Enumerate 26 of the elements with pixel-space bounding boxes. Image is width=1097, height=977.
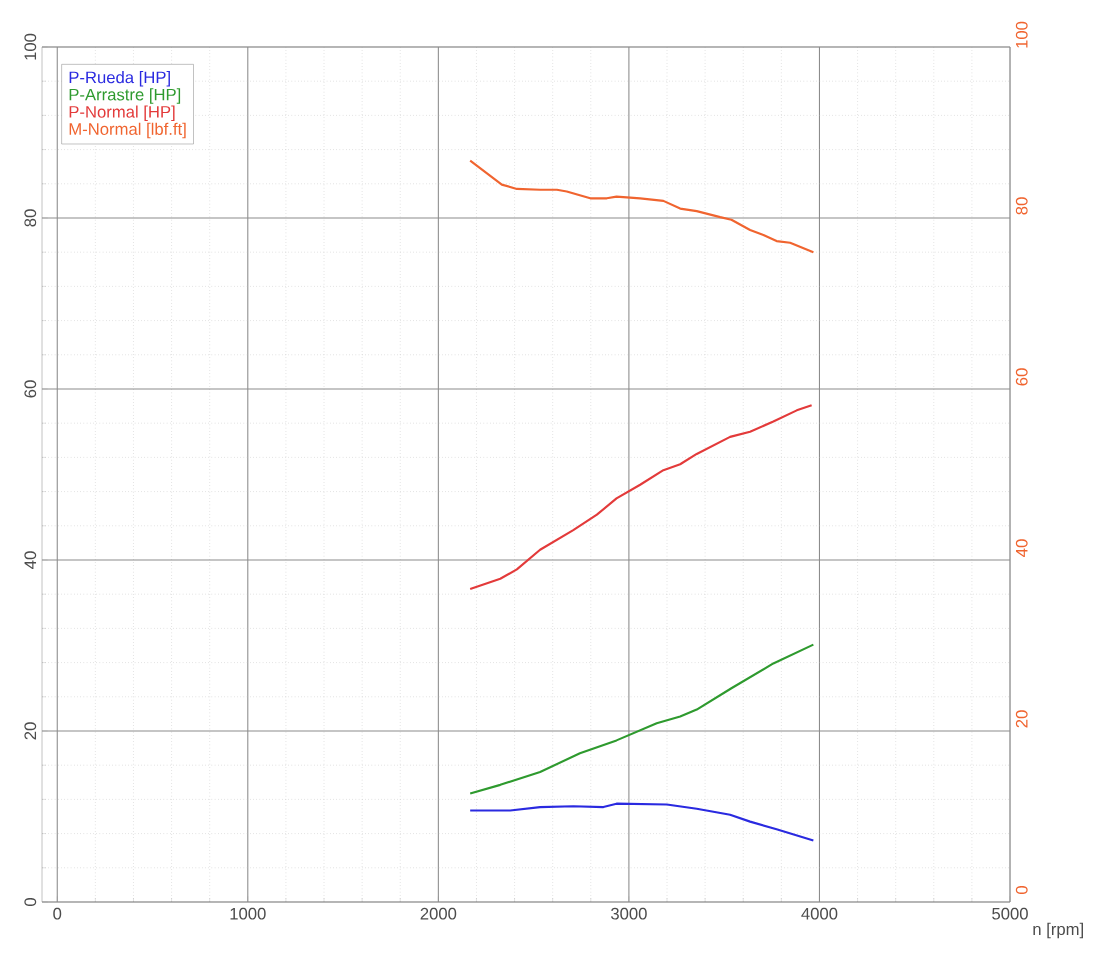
y-tick-label: 0 xyxy=(24,898,37,906)
line-series xyxy=(469,802,815,842)
y-tick-label: 40 xyxy=(24,551,37,569)
y2-tick-label: 100 xyxy=(1015,21,1028,48)
x-tick-label: 2000 xyxy=(420,907,457,920)
x-tick-label: 1000 xyxy=(230,907,266,920)
x-tick-label: 0 xyxy=(53,907,62,920)
y-tick-label: 20 xyxy=(24,722,37,740)
y-tick-label: 80 xyxy=(24,209,37,227)
y2-tick-label: 20 xyxy=(1015,710,1028,728)
y-tick-label: 100 xyxy=(24,33,37,60)
y-tick-label: 60 xyxy=(24,380,37,398)
text: M-Normal [lbf.ft] xyxy=(69,122,186,139)
text: P-Arrastre [HP] xyxy=(69,88,181,104)
line-series xyxy=(469,404,813,591)
x-tick-label: 4000 xyxy=(801,907,838,920)
y2-tick-label: 80 xyxy=(1015,197,1028,215)
y2-tick-label: 0 xyxy=(1015,886,1028,894)
x-axis-title: n [rpm] xyxy=(1033,922,1083,939)
x-tick-label: 5000 xyxy=(992,907,1028,920)
text: P-Rueda [HP] xyxy=(69,71,170,87)
text: P-Normal [HP] xyxy=(69,105,175,122)
y2-tick-label: 40 xyxy=(1015,539,1028,557)
line-series xyxy=(469,643,815,795)
y2-tick-label: 60 xyxy=(1015,368,1028,386)
x-tick-label: 3000 xyxy=(610,907,647,920)
